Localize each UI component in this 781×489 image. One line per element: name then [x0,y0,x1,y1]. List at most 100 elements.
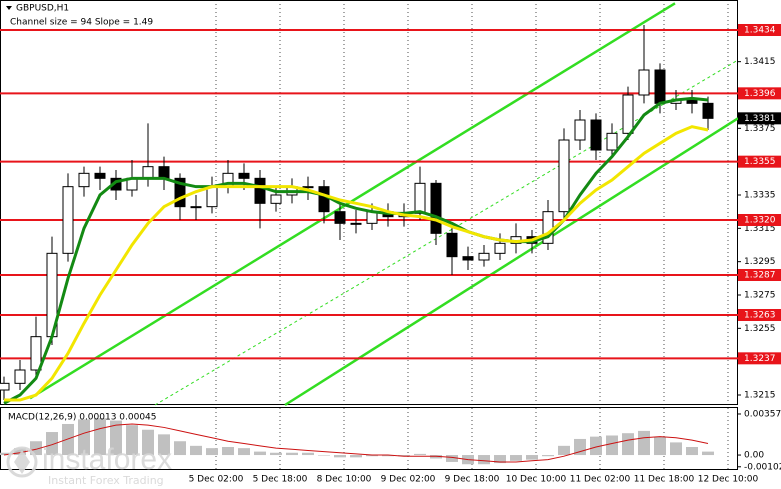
macd-bar [654,436,666,456]
candle-body [702,102,714,119]
macd-layer [0,418,714,465]
level-label: 1.3396 [744,89,776,99]
macd-bar [670,442,682,456]
macd-bar [270,452,282,456]
title-arrow [6,6,12,10]
macd-bar [62,423,74,456]
level-label: 1.3287 [744,271,776,281]
candle-body [350,222,362,225]
candle-body [494,242,506,254]
candle-body [174,177,186,208]
y-tick-label: 1.3375 [744,124,776,134]
level-label: 1.3434 [744,26,776,36]
channel-line [29,2,676,400]
macd-bar [126,425,138,456]
candle-body [318,186,330,213]
moving-average [3,96,709,405]
candle-body [254,177,266,204]
level-box [738,24,781,36]
candle-body [686,99,698,104]
macd-bar [110,420,122,456]
y2-tick-label: -0.00102 [744,462,781,472]
macd-bar [14,448,26,456]
watermark-tagline: Instant Forex Trading [48,474,164,487]
macd-bar [510,455,522,461]
price-layer [0,0,739,470]
y2-tick-label: 0.00357 [744,409,781,419]
macd-bar [238,448,250,456]
last-price-box [738,112,781,125]
watermark-brand: instaforex [42,443,172,476]
macd-bar [414,453,426,456]
x-tick-label: 10 Dec 10:00 [506,475,567,485]
candle-body [462,256,474,261]
candle-body [478,252,490,261]
candle-body [190,206,202,209]
macd-signal [3,423,709,463]
moving-average [4,125,709,402]
macd-bar [334,455,346,458]
macd-bar [302,452,314,456]
candle-body [430,182,442,234]
macd-bar [350,455,362,458]
logo-mark [14,450,30,474]
macd-bar [398,455,410,457]
candle-body [334,211,346,224]
x-tick-label: 11 Dec 02:00 [570,475,631,485]
macd-bar [494,455,506,464]
candle-body [78,172,90,188]
macd-bar [286,452,298,456]
macd-bar [558,445,570,456]
channel-line [284,117,739,407]
macd-bar [542,455,554,457]
macd-bar [318,455,330,456]
candle-body [94,172,106,179]
candle-body [574,119,586,141]
logo [6,446,38,478]
y-tick-label: 1.3335 [744,191,776,201]
x-tick-label: 5 Dec 02:00 [189,475,244,485]
candle-body [30,336,42,371]
x-tick-label: 11 Dec 18:00 [634,475,695,485]
macd-bar [366,455,378,457]
macd-bar [142,429,154,456]
macd-bar [190,445,202,456]
level-box [738,352,781,365]
y-tick-label: 1.3315 [744,224,776,234]
macd-bar [638,430,650,456]
level-label: 1.3320 [744,216,776,226]
macd-bar [158,434,170,456]
level-label: 1.3237 [744,354,776,364]
candle-body [62,186,74,254]
macd-label: MACD(12,26,9) 0.00013 0.00045 [8,413,157,423]
macd-bar [0,452,10,456]
macd-bar [702,451,714,456]
candle-body [238,172,250,179]
macd-bar [686,446,698,456]
macd-bar [78,419,90,456]
level-box [738,269,781,281]
candle-body [302,186,314,189]
candle-body [142,166,154,179]
macd-bar [606,435,618,456]
y-tick-label: 1.3255 [744,324,776,334]
x-tick-label: 9 Dec 18:00 [445,475,500,485]
level-box [738,87,781,100]
level-label: 1.3355 [744,157,776,167]
macd-bar [526,455,538,460]
candle-body [206,186,218,208]
macd-bar [590,436,602,456]
candle-body [414,182,426,214]
y-tick-label: 1.3275 [744,291,776,301]
candle-body [446,232,458,258]
level-box [738,309,781,321]
macd-bar [430,455,442,459]
level-box [738,214,781,226]
candle-body [654,69,666,104]
y2-tick-label: 0.00 [744,451,764,461]
macd-bar [254,451,266,456]
macd-panel [0,407,738,470]
macd-bar [382,455,394,457]
candle-body [14,369,26,384]
